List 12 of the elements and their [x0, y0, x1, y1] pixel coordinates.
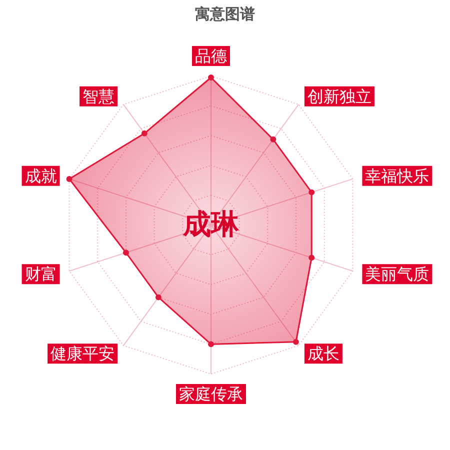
spoke-label: 财富 [24, 264, 57, 284]
spoke-label: 幸福快乐 [365, 166, 430, 186]
text: 成琳 [182, 208, 240, 240]
spoke-label: 品德 [195, 46, 227, 66]
chart-title: 寓意图谱 [195, 5, 255, 23]
spoke-label: 成长 [307, 344, 340, 364]
spoke-label: 健康平安 [50, 344, 115, 364]
spoke-label: 美丽气质 [365, 264, 430, 284]
spoke-label: 家庭传承 [179, 384, 243, 404]
spoke-label: 创新独立 [307, 86, 372, 106]
spoke-label: 成就 [24, 166, 57, 186]
spoke-label: 智慧 [82, 86, 115, 106]
